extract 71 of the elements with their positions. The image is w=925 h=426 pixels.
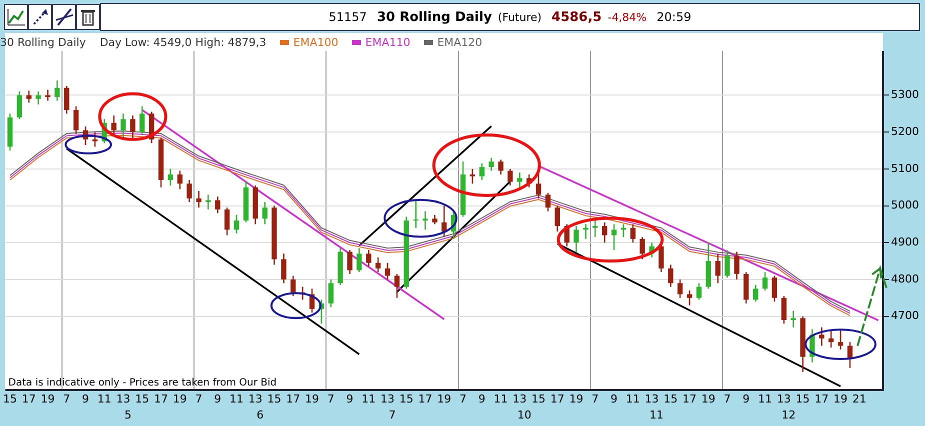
x-tick-label: 11 [758, 392, 772, 406]
legend-label: EMA100 [293, 36, 338, 49]
text: 20:59 [656, 10, 692, 24]
x-tick-label: 15 [796, 392, 810, 406]
y-tick-label: 5100 [891, 162, 919, 175]
x-tick-label: 19 [305, 392, 320, 406]
x-tick-label: 9 [478, 392, 486, 406]
x-tick-label: 13 [776, 392, 791, 406]
x-tick-label: 15 [267, 392, 282, 406]
x-tick-label: 17 [22, 392, 36, 406]
y-tick-label: 4700 [891, 309, 919, 322]
chart-title: 30 Rolling Daily [376, 10, 492, 24]
x-tick-label: 13 [644, 392, 659, 406]
x-tick-label: 9 [82, 392, 89, 406]
x-tick-label: 7 [724, 392, 731, 406]
x-tick-label: 19 [701, 392, 716, 406]
annotation: Data is indicative only - Prices are taken from Our Bid [8, 378, 277, 389]
x-tick-label: 21 [852, 392, 866, 406]
x-tick-label: 13 [116, 392, 130, 406]
text: 11 [649, 408, 664, 422]
y-tick-label: 4900 [891, 235, 919, 248]
text: 7 [388, 408, 396, 422]
x-tick-label: 17 [550, 392, 564, 406]
x-tick-label: 19 [569, 392, 584, 406]
x-tick-label: 17 [418, 392, 432, 406]
x-tick-label: 13 [512, 392, 527, 406]
y-tick-label: 4800 [891, 272, 919, 286]
legend-label: EMA110 [365, 36, 410, 49]
x-tick-label: 17 [814, 392, 829, 406]
y-tick-label: 5200 [891, 124, 919, 138]
y-tick-label: 5300 [891, 88, 919, 102]
x-tick-label: 9 [742, 392, 750, 406]
x-tick-label: 7 [327, 392, 334, 406]
x-tick-label: 11 [362, 392, 376, 406]
x-tick-label: 11 [494, 392, 508, 406]
x-tick-label: 19 [834, 392, 848, 406]
text: 12 [782, 408, 796, 422]
x-tick-label: 15 [135, 392, 150, 406]
x-tick-label: 11 [626, 392, 640, 406]
x-tick-label: 11 [230, 392, 244, 406]
x-tick-label: 11 [97, 392, 112, 406]
x-tick-label: 13 [380, 392, 395, 406]
x-tick-label: 9 [610, 392, 618, 406]
x-tick-label: 17 [286, 392, 300, 406]
text: -4,84% [608, 10, 647, 24]
text: 30 Rolling Daily [0, 36, 86, 49]
text: 5 [124, 408, 132, 422]
x-tick-label: 17 [154, 392, 168, 406]
x-tick-label: 7 [460, 392, 467, 406]
x-tick-label: 19 [437, 392, 452, 406]
text: 10 [517, 408, 532, 422]
x-tick-label: 15 [664, 392, 678, 406]
x-tick-label: 9 [346, 392, 354, 406]
x-tick-label: 7 [63, 392, 70, 406]
x-tick-label: 15 [532, 392, 546, 406]
y-tick-label: 5000 [891, 198, 919, 212]
x-tick-label: 7 [195, 392, 202, 406]
legend-label: EMA120 [437, 36, 482, 49]
text: 6 [256, 408, 264, 422]
x-tick-label: 9 [214, 392, 222, 406]
text: 51157 [328, 10, 367, 24]
x-tick-label: 13 [248, 392, 262, 406]
x-tick-label: 15 [3, 392, 17, 406]
x-tick-label: 7 [592, 392, 599, 406]
chart-subtitle: (Future) [498, 10, 542, 24]
text: 4586,5 [552, 10, 602, 24]
text: Day Low: 4549,0 High: 4879,3 [100, 36, 266, 49]
x-tick-label: 19 [172, 392, 187, 406]
x-tick-label: 15 [399, 392, 414, 406]
x-tick-label: 19 [40, 392, 55, 406]
x-tick-label: 17 [682, 392, 697, 406]
